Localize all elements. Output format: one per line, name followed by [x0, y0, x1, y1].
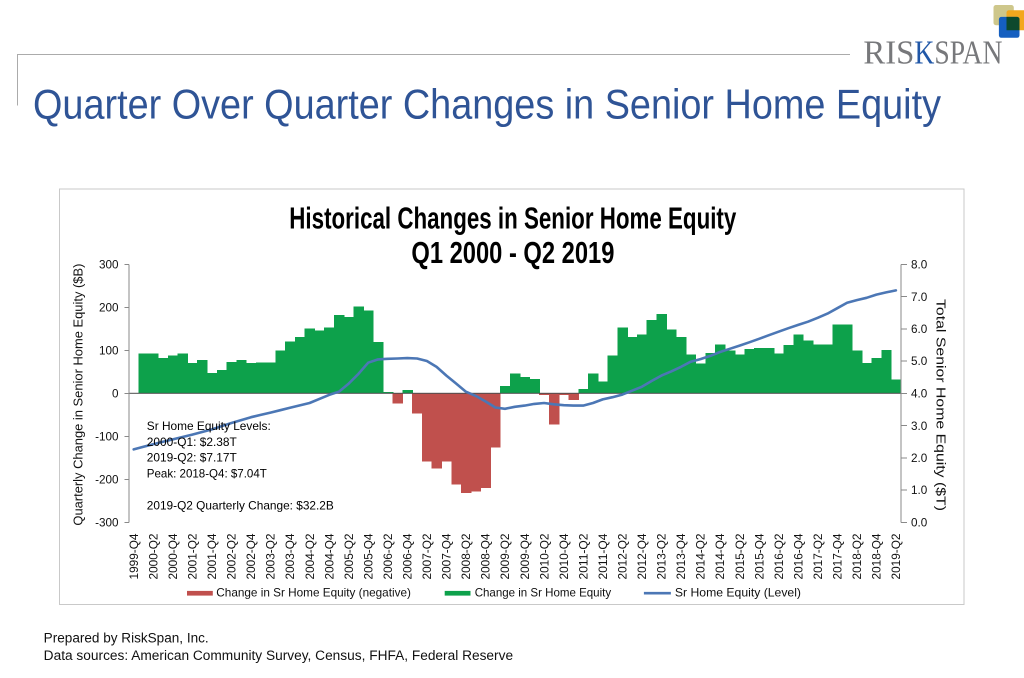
svg-text:8.0: 8.0 — [911, 259, 928, 272]
svg-text:100: 100 — [99, 345, 119, 358]
svg-text:-300: -300 — [95, 517, 119, 530]
svg-text:2017-Q2: 2017-Q2 — [812, 534, 825, 580]
svg-text:Prepared by RiskSpan, Inc.: Prepared by RiskSpan, Inc. — [44, 630, 209, 645]
svg-text:2011-Q2: 2011-Q2 — [577, 534, 590, 580]
svg-text:2003-Q2: 2003-Q2 — [265, 534, 278, 580]
svg-text:2002-Q4: 2002-Q4 — [245, 533, 258, 580]
svg-text:2009-Q2: 2009-Q2 — [499, 534, 512, 580]
svg-text:2008-Q2: 2008-Q2 — [460, 534, 473, 580]
svg-text:2.0: 2.0 — [911, 452, 928, 465]
svg-text:2012-Q4: 2012-Q4 — [636, 533, 649, 580]
svg-text:1.0: 1.0 — [911, 484, 928, 497]
svg-text:Historical Changes in Senior H: Historical Changes in Senior Home Equity — [289, 200, 737, 235]
svg-text:Change in Sr Home Equity: Change in Sr Home Equity — [475, 586, 612, 599]
svg-text:2013-Q4: 2013-Q4 — [675, 533, 688, 580]
svg-text:2007-Q2: 2007-Q2 — [421, 534, 434, 580]
svg-text:1999-Q4: 1999-Q4 — [128, 533, 141, 580]
svg-text:2010-Q4: 2010-Q4 — [558, 533, 571, 580]
svg-text:-200: -200 — [95, 474, 119, 487]
svg-text:2015-Q2: 2015-Q2 — [734, 534, 747, 580]
svg-text:2019-Q2 Quarterly Change: $32.: 2019-Q2 Quarterly Change: $32.2B — [147, 498, 334, 512]
svg-text:2005-Q4: 2005-Q4 — [362, 533, 375, 580]
svg-text:2010-Q2: 2010-Q2 — [538, 534, 551, 580]
svg-text:6.0: 6.0 — [911, 323, 928, 336]
svg-text:2000-Q1: $2.38T: 2000-Q1: $2.38T — [147, 435, 238, 449]
svg-text:0.0: 0.0 — [911, 517, 928, 530]
svg-text:Quarter Over Quarter Changes i: Quarter Over Quarter Changes in Senior H… — [33, 81, 941, 128]
svg-text:Change in Sr Home Equity (nega: Change in Sr Home Equity (negative) — [216, 586, 411, 599]
svg-text:0: 0 — [112, 388, 119, 401]
svg-text:2002-Q2: 2002-Q2 — [226, 534, 239, 580]
svg-text:2005-Q2: 2005-Q2 — [343, 534, 356, 580]
svg-text:2000-Q4: 2000-Q4 — [167, 533, 180, 580]
svg-text:2001-Q2: 2001-Q2 — [187, 534, 200, 580]
svg-text:K: K — [914, 35, 934, 72]
svg-text:-100: -100 — [95, 431, 119, 444]
svg-text:2003-Q4: 2003-Q4 — [284, 533, 297, 580]
svg-text:2019-Q2: 2019-Q2 — [890, 534, 903, 580]
svg-text:2015-Q4: 2015-Q4 — [753, 533, 766, 580]
svg-text:2004-Q2: 2004-Q2 — [304, 534, 317, 580]
svg-text:2009-Q4: 2009-Q4 — [519, 533, 532, 580]
svg-text:2012-Q2: 2012-Q2 — [617, 534, 630, 580]
svg-text:2008-Q4: 2008-Q4 — [480, 533, 493, 580]
svg-text:Peak: 2018-Q4: $7.04T: Peak: 2018-Q4: $7.04T — [147, 466, 268, 480]
svg-text:2011-Q4: 2011-Q4 — [597, 533, 610, 580]
svg-text:2017-Q4: 2017-Q4 — [832, 533, 845, 580]
svg-text:Sr Home Equity (Level): Sr Home Equity (Level) — [675, 586, 801, 599]
svg-text:2006-Q4: 2006-Q4 — [402, 533, 415, 580]
svg-text:Total Senior Home Equity ($T): Total Senior Home Equity ($T) — [934, 299, 948, 511]
svg-text:Q1 2000 - Q2 2019: Q1 2000 - Q2 2019 — [411, 235, 614, 270]
svg-text:SPAN: SPAN — [934, 35, 1002, 72]
svg-text:Data sources: American Communi: Data sources: American Community Survey,… — [44, 648, 513, 663]
svg-text:200: 200 — [99, 302, 119, 315]
svg-text:7.0: 7.0 — [911, 291, 928, 304]
svg-text:2016-Q2: 2016-Q2 — [773, 534, 786, 580]
svg-text:2014-Q4: 2014-Q4 — [714, 533, 727, 580]
svg-text:Quarterly Change in Senior Hom: Quarterly Change in Senior Home Equity (… — [72, 264, 86, 526]
svg-text:2018-Q2: 2018-Q2 — [851, 534, 864, 580]
svg-text:3.0: 3.0 — [911, 420, 928, 433]
svg-text:RIS: RIS — [863, 35, 914, 72]
svg-text:2019-Q2: $7.17T: 2019-Q2: $7.17T — [147, 451, 238, 465]
svg-text:5.0: 5.0 — [911, 355, 928, 368]
svg-text:2001-Q4: 2001-Q4 — [206, 533, 219, 580]
svg-text:4.0: 4.0 — [911, 388, 928, 401]
svg-text:2006-Q2: 2006-Q2 — [382, 534, 395, 580]
svg-text:2013-Q2: 2013-Q2 — [656, 534, 669, 580]
svg-text:300: 300 — [99, 259, 119, 272]
svg-text:2018-Q4: 2018-Q4 — [871, 533, 884, 580]
svg-text:2007-Q4: 2007-Q4 — [441, 533, 454, 580]
svg-text:2000-Q2: 2000-Q2 — [147, 534, 160, 580]
svg-text:2016-Q4: 2016-Q4 — [792, 533, 805, 580]
svg-text:2014-Q2: 2014-Q2 — [695, 534, 708, 580]
svg-text:Sr Home Equity Levels:: Sr Home Equity Levels: — [147, 419, 271, 433]
svg-text:2004-Q4: 2004-Q4 — [323, 533, 336, 580]
